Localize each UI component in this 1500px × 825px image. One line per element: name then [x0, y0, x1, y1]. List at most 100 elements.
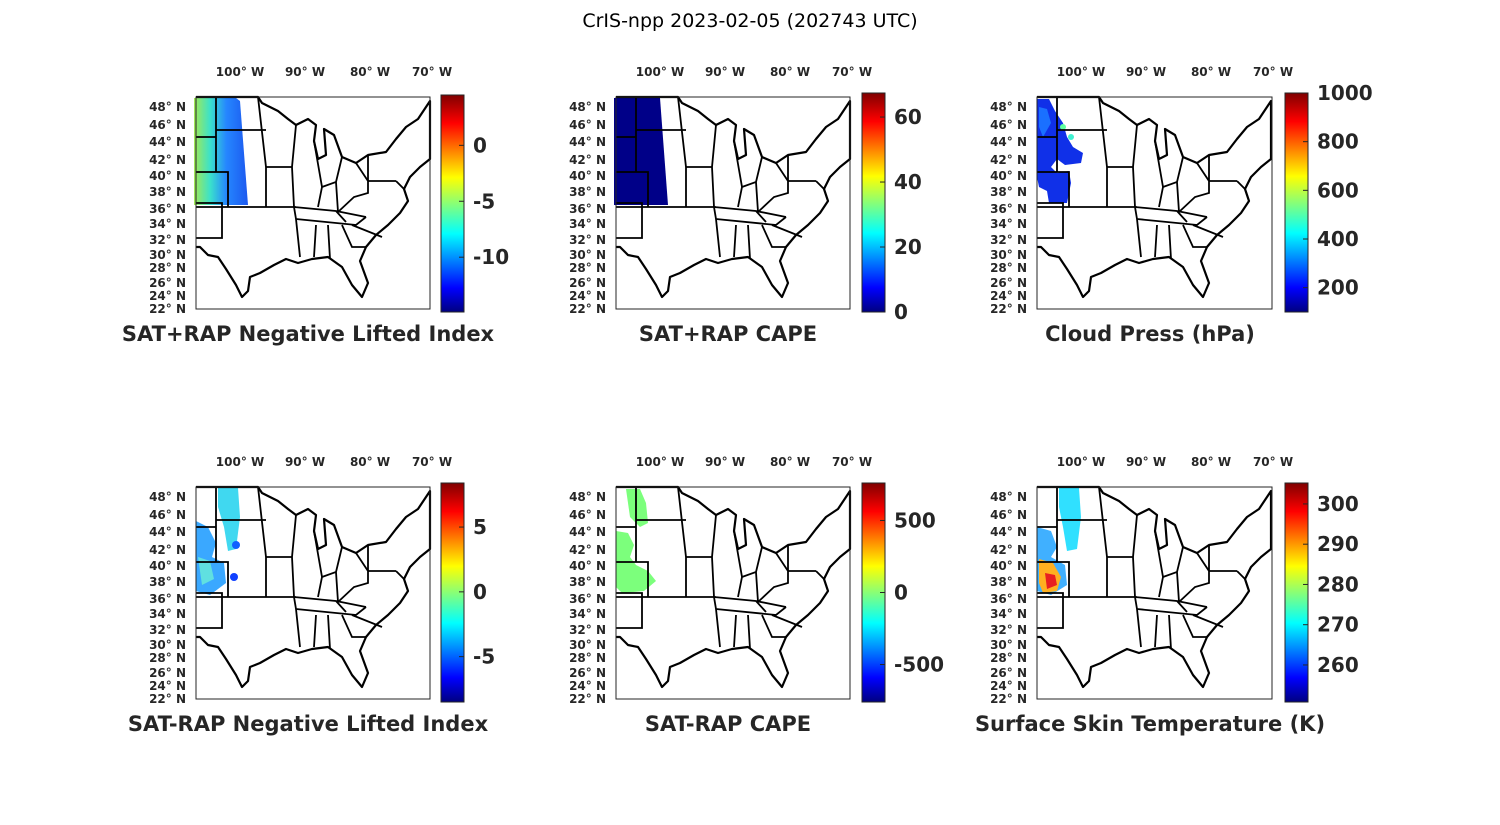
- lat-tick-label: 22° N: [569, 692, 606, 706]
- lon-tick-label: 90° W: [285, 65, 325, 79]
- lon-tick-label: 70° W: [1253, 455, 1293, 469]
- lat-tick-label: 36° N: [149, 202, 186, 216]
- lat-tick-label: 28° N: [569, 261, 606, 275]
- lon-tick-label: 90° W: [1126, 455, 1166, 469]
- colorbar: [861, 92, 886, 313]
- lon-tick-label: 70° W: [832, 455, 872, 469]
- panel-annotations: 100° W 90° W 80° W 70° W 48° N 46° N 44° N 42° …: [569, 65, 922, 346]
- lat-tick-label: 44° N: [149, 135, 186, 149]
- lat-tick-label: 44° N: [990, 525, 1027, 539]
- lon-tick-label: 100° W: [636, 455, 684, 469]
- lon-tick-label: 100° W: [216, 65, 264, 79]
- lat-tick-label: 48° N: [149, 490, 186, 504]
- lat-tick-label: 26° N: [569, 666, 606, 680]
- lon-tick-label: 70° W: [412, 455, 452, 469]
- lat-tick-label: 40° N: [569, 559, 606, 573]
- colorbar-tick-label: 400: [1317, 227, 1359, 251]
- colorbar-tick-label: 0: [473, 580, 487, 604]
- lat-tick-label: 38° N: [990, 185, 1027, 199]
- lat-tick-label: 44° N: [149, 525, 186, 539]
- panel-annotations: 100° W 90° W 80° W 70° W 48° N 46° N 44° N 42° …: [128, 455, 495, 736]
- lat-tick-label: 24° N: [990, 679, 1027, 693]
- lat-tick-label: 48° N: [149, 100, 186, 114]
- lat-tick-label: 28° N: [569, 651, 606, 665]
- lat-tick-label: 42° N: [569, 543, 606, 557]
- panel-annotations: 100° W 90° W 80° W 70° W 48° N 46° N 44° N 42° …: [975, 455, 1359, 736]
- map-frame: [195, 96, 431, 310]
- lat-tick-label: 36° N: [990, 202, 1027, 216]
- panel-sat-minus-rap-cape: [614, 485, 852, 700]
- lat-tick-label: 24° N: [149, 289, 186, 303]
- lat-tick-label: 30° N: [569, 638, 606, 652]
- colorbar: [1284, 482, 1309, 703]
- lat-tick-label: 22° N: [990, 692, 1027, 706]
- colorbar-tick-label: 300: [1317, 492, 1359, 516]
- panel-title: SAT+RAP CAPE: [639, 322, 817, 346]
- lat-tick-label: 32° N: [990, 623, 1027, 637]
- lat-tick-label: 48° N: [569, 100, 606, 114]
- colorbar-tick-label: 60: [894, 105, 922, 129]
- lat-tick-label: 42° N: [990, 543, 1027, 557]
- panel-annotations: 100° W 90° W 80° W 70° W 48° N 46° N 44° N 42° …: [569, 455, 944, 736]
- colorbar-tick-label: -5: [473, 189, 495, 213]
- colorbar-tick-label: 800: [1317, 130, 1359, 154]
- lon-tick-label: 80° W: [1191, 65, 1231, 79]
- lon-tick-label: 80° W: [350, 65, 390, 79]
- lat-tick-label: 22° N: [569, 302, 606, 316]
- lat-tick-label: 24° N: [569, 679, 606, 693]
- lon-tick-label: 90° W: [705, 455, 745, 469]
- lon-tick-label: 100° W: [1057, 65, 1105, 79]
- lon-tick-label: 80° W: [350, 455, 390, 469]
- lat-tick-label: 40° N: [569, 169, 606, 183]
- lat-tick-label: 34° N: [990, 217, 1027, 231]
- lat-tick-label: 34° N: [569, 217, 606, 231]
- lat-tick-label: 40° N: [149, 559, 186, 573]
- lat-tick-label: 48° N: [569, 490, 606, 504]
- lat-tick-label: 48° N: [990, 490, 1027, 504]
- lat-tick-label: 38° N: [569, 185, 606, 199]
- panel-sat-minus-rap-lifted-index: [194, 485, 432, 700]
- colorbar-tick-label: 20: [894, 235, 922, 259]
- figure-title: CrIS-npp 2023-02-05 (202743 UTC): [582, 10, 917, 32]
- data-point: [1060, 124, 1066, 130]
- data-swath: [614, 98, 668, 205]
- data-swath: [198, 557, 214, 585]
- colorbar-tick-label: 270: [1317, 613, 1359, 637]
- panel-cloud-pressure: [1035, 95, 1273, 310]
- colorbar: [440, 94, 465, 313]
- lat-tick-label: 24° N: [149, 679, 186, 693]
- map-axes: [616, 487, 850, 699]
- lat-tick-label: 30° N: [990, 638, 1027, 652]
- lat-tick-label: 34° N: [149, 607, 186, 621]
- lat-tick-label: 44° N: [569, 525, 606, 539]
- lat-tick-label: 34° N: [149, 217, 186, 231]
- data-swath: [1039, 107, 1051, 137]
- lon-tick-label: 100° W: [216, 455, 264, 469]
- panel-annotations: 100° W 90° W 80° W 70° W 48° N 46° N 44° N 42° …: [122, 65, 509, 346]
- lat-tick-label: 34° N: [990, 607, 1027, 621]
- lat-tick-label: 22° N: [149, 302, 186, 316]
- colorbar-tick-label: -10: [473, 245, 509, 269]
- lat-tick-label: 46° N: [149, 508, 186, 522]
- colorbar-tick-label: 290: [1317, 532, 1359, 556]
- lat-tick-label: 30° N: [990, 248, 1027, 262]
- lon-tick-label: 70° W: [1253, 65, 1293, 79]
- lat-tick-label: 46° N: [569, 508, 606, 522]
- map-frame: [615, 96, 851, 310]
- lat-tick-label: 40° N: [149, 169, 186, 183]
- map-axes: [1037, 97, 1272, 309]
- panel-annotations: 100° W 90° W 80° W 70° W 48° N 46° N 44° N 42° …: [990, 65, 1373, 346]
- lat-tick-label: 46° N: [569, 118, 606, 132]
- lat-tick-label: 42° N: [569, 153, 606, 167]
- colorbar-tick-label: 0: [894, 581, 908, 605]
- colorbar: [440, 482, 465, 703]
- data-point: [230, 573, 238, 581]
- panel-title: SAT+RAP Negative Lifted Index: [122, 322, 495, 346]
- lat-tick-label: 32° N: [990, 233, 1027, 247]
- panel-surface-skin-temperature: [1035, 485, 1273, 700]
- colorbar-tick-label: 280: [1317, 572, 1359, 596]
- colorbar-tick-label: 0: [894, 300, 908, 324]
- lat-tick-label: 32° N: [149, 233, 186, 247]
- map-frame: [1036, 486, 1273, 700]
- lat-tick-label: 36° N: [569, 202, 606, 216]
